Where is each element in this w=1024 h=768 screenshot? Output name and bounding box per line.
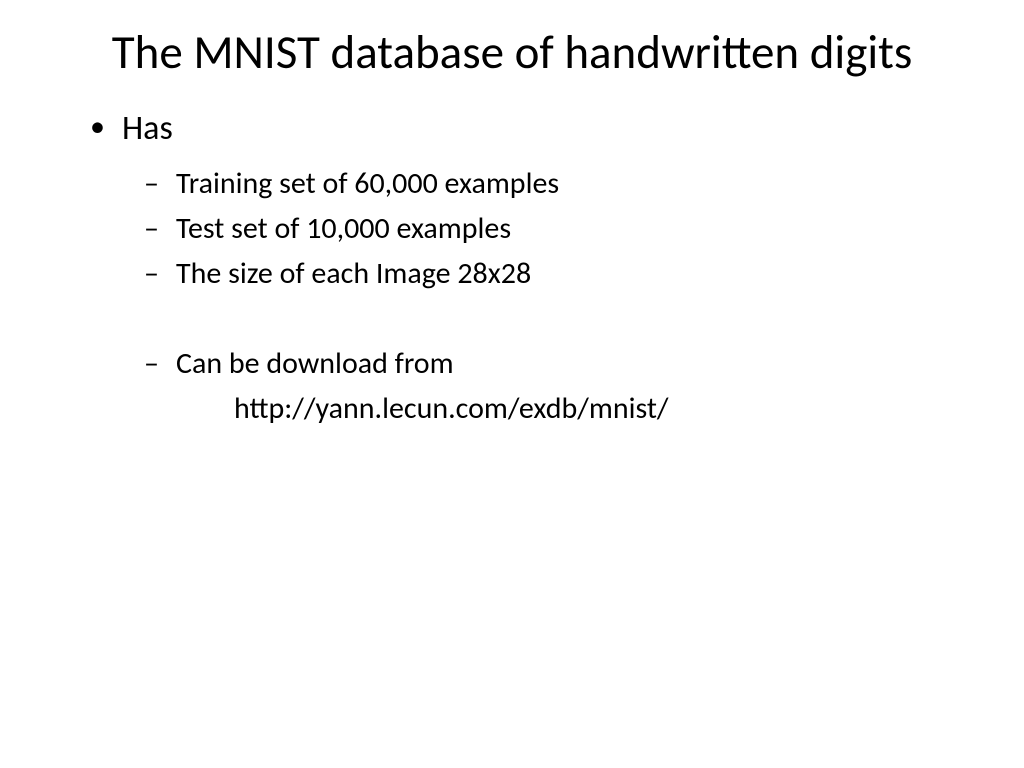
slide-title: The MNIST database of handwritten digits — [60, 25, 964, 79]
slide-content: Has Training set of 60,000 examples Test… — [60, 107, 964, 431]
download-url: http://yann.lecun.com/exdb/mnist/ — [176, 386, 964, 431]
bullet-level2-item: Test set of 10,000 examples — [134, 206, 964, 251]
bullet-level2-item: The size of each Image 28x28 — [134, 251, 964, 296]
bullet-level2-item: Training set of 60,000 examples — [134, 161, 964, 206]
bullet-level1-text: Has — [122, 108, 173, 149]
bullet-level2-download: Can be download from http://yann.lecun.c… — [134, 341, 964, 431]
download-label: Can be download from — [176, 345, 454, 382]
bullet-level1: Has Training set of 60,000 examples Test… — [80, 107, 964, 431]
